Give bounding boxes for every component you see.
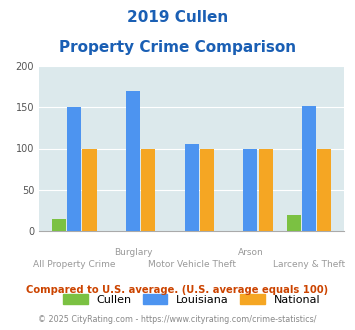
Bar [244, 148, 257, 231]
Bar [126, 91, 140, 231]
Bar [52, 219, 66, 231]
Bar [259, 148, 273, 231]
Bar [200, 148, 214, 231]
Text: Burglary: Burglary [114, 248, 152, 257]
Bar [67, 107, 81, 231]
Text: Motor Vehicle Theft: Motor Vehicle Theft [148, 260, 236, 269]
Text: 2019 Cullen: 2019 Cullen [127, 10, 228, 25]
Text: Larceny & Theft: Larceny & Theft [273, 260, 345, 269]
Legend: Cullen, Louisiana, National: Cullen, Louisiana, National [59, 289, 324, 309]
Text: All Property Crime: All Property Crime [33, 260, 115, 269]
Bar [302, 106, 316, 231]
Bar [185, 145, 199, 231]
Text: © 2025 CityRating.com - https://www.cityrating.com/crime-statistics/: © 2025 CityRating.com - https://www.city… [38, 315, 317, 324]
Bar [317, 148, 332, 231]
Bar [82, 148, 97, 231]
Text: Property Crime Comparison: Property Crime Comparison [59, 40, 296, 54]
Text: Compared to U.S. average. (U.S. average equals 100): Compared to U.S. average. (U.S. average … [26, 285, 329, 295]
Bar [287, 215, 301, 231]
Text: Arson: Arson [237, 248, 263, 257]
Bar [141, 148, 155, 231]
